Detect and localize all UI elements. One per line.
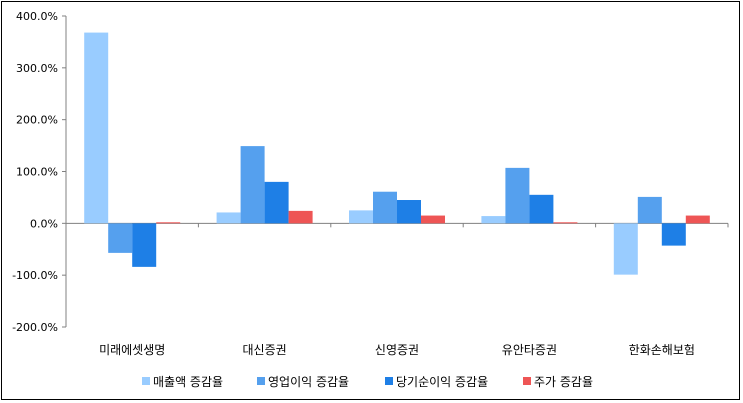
y-tick-label: 300.0% bbox=[16, 62, 58, 75]
bar bbox=[84, 32, 109, 224]
bar bbox=[349, 210, 373, 224]
bar bbox=[397, 200, 421, 224]
bar bbox=[553, 222, 578, 224]
bar bbox=[288, 210, 313, 224]
y-tick-label: 100.0% bbox=[16, 166, 58, 179]
bar bbox=[481, 216, 506, 224]
bar bbox=[637, 196, 662, 224]
y-tick-label: 0.0% bbox=[30, 217, 58, 230]
bar bbox=[132, 223, 157, 267]
y-tick-label: 400.0% bbox=[16, 10, 58, 23]
y-tick-label: -200.0% bbox=[12, 321, 58, 334]
legend-label: 당기순이익 증감율 bbox=[396, 375, 488, 389]
bar bbox=[613, 223, 638, 275]
bar bbox=[373, 191, 397, 224]
x-category-label: 신영증권 bbox=[375, 343, 419, 357]
x-category-labels: 미래에셋생명 대신증권 신영증권 유안타증권 한화손해보험 bbox=[99, 343, 695, 357]
legend-swatch bbox=[523, 377, 531, 385]
y-tick-label: 200.0% bbox=[16, 114, 58, 127]
bar bbox=[421, 215, 445, 224]
bar bbox=[529, 194, 554, 224]
axes bbox=[62, 15, 729, 328]
legend-swatch bbox=[385, 377, 393, 385]
x-category-label: 미래에셋생명 bbox=[99, 343, 165, 357]
bar bbox=[685, 215, 710, 224]
legend-label: 매출액 증감율 bbox=[153, 375, 223, 389]
legend-swatch bbox=[142, 377, 150, 385]
legend-label: 영업이익 증감율 bbox=[268, 375, 349, 389]
x-category-label: 대신증권 bbox=[243, 343, 287, 357]
bar bbox=[264, 181, 289, 224]
x-category-label: 유안타증권 bbox=[502, 343, 557, 357]
bar bbox=[505, 167, 530, 224]
bar bbox=[240, 146, 265, 224]
bar bbox=[216, 212, 241, 224]
bar bbox=[108, 223, 133, 253]
y-tick-labels: -200.0% -100.0% 0.0% 100.0% 200.0% 300.0% 400.… bbox=[12, 10, 58, 334]
bars bbox=[84, 32, 710, 275]
bar bbox=[661, 223, 686, 246]
legend: 매출액 증감율 영업이익 증감율 당기순이익 증감율 주가 증감율 bbox=[142, 375, 593, 389]
bar bbox=[156, 222, 181, 224]
y-tick-label: -100.0% bbox=[12, 269, 58, 282]
legend-swatch bbox=[257, 377, 265, 385]
x-category-label: 한화손해보험 bbox=[629, 343, 695, 357]
legend-label: 주가 증감율 bbox=[534, 375, 593, 389]
